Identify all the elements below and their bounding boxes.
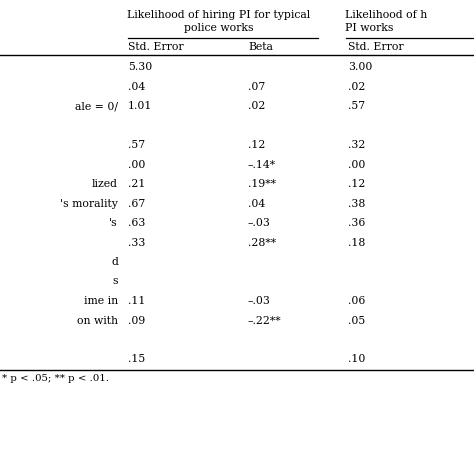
Text: 's: 's (109, 218, 118, 228)
Text: .12: .12 (348, 179, 365, 189)
Text: .00: .00 (348, 159, 365, 170)
Text: .11: .11 (128, 296, 146, 306)
Text: –.22**: –.22** (248, 316, 282, 326)
Text: .04: .04 (128, 82, 145, 91)
Text: d: d (111, 257, 118, 267)
Text: .63: .63 (128, 218, 146, 228)
Text: ime in: ime in (84, 296, 118, 306)
Text: 3.00: 3.00 (348, 62, 373, 72)
Text: .33: .33 (128, 237, 146, 247)
Text: .06: .06 (348, 296, 365, 306)
Text: .28**: .28** (248, 237, 276, 247)
Text: –.03: –.03 (248, 296, 271, 306)
Text: .67: .67 (128, 199, 145, 209)
Text: .00: .00 (128, 159, 146, 170)
Text: .09: .09 (128, 316, 145, 326)
Text: .19**: .19** (248, 179, 276, 189)
Text: .02: .02 (348, 82, 365, 91)
Text: –.14*: –.14* (248, 159, 276, 170)
Text: .15: .15 (128, 355, 145, 365)
Text: .02: .02 (248, 101, 265, 111)
Text: s: s (112, 276, 118, 286)
Text: Std. Error: Std. Error (128, 42, 183, 52)
Text: Std. Error: Std. Error (348, 42, 404, 52)
Text: .57: .57 (128, 140, 145, 150)
Text: .21: .21 (128, 179, 146, 189)
Text: Beta: Beta (248, 42, 273, 52)
Text: 1.01: 1.01 (128, 101, 152, 111)
Text: .07: .07 (248, 82, 265, 91)
Text: Likelihood of hiring PI for typical
police works: Likelihood of hiring PI for typical poli… (128, 10, 310, 33)
Text: ale = 0/: ale = 0/ (75, 101, 118, 111)
Text: on with: on with (77, 316, 118, 326)
Text: lized: lized (92, 179, 118, 189)
Text: 5.30: 5.30 (128, 62, 152, 72)
Text: .05: .05 (348, 316, 365, 326)
Text: .36: .36 (348, 218, 365, 228)
Text: .10: .10 (348, 355, 365, 365)
Text: .04: .04 (248, 199, 265, 209)
Text: .38: .38 (348, 199, 365, 209)
Text: 's morality: 's morality (60, 199, 118, 209)
Text: Likelihood of h
PI works: Likelihood of h PI works (345, 10, 427, 33)
Text: .18: .18 (348, 237, 365, 247)
Text: –.03: –.03 (248, 218, 271, 228)
Text: * p < .05; ** p < .01.: * p < .05; ** p < .01. (2, 374, 109, 383)
Text: .57: .57 (348, 101, 365, 111)
Text: .12: .12 (248, 140, 265, 150)
Text: .32: .32 (348, 140, 365, 150)
